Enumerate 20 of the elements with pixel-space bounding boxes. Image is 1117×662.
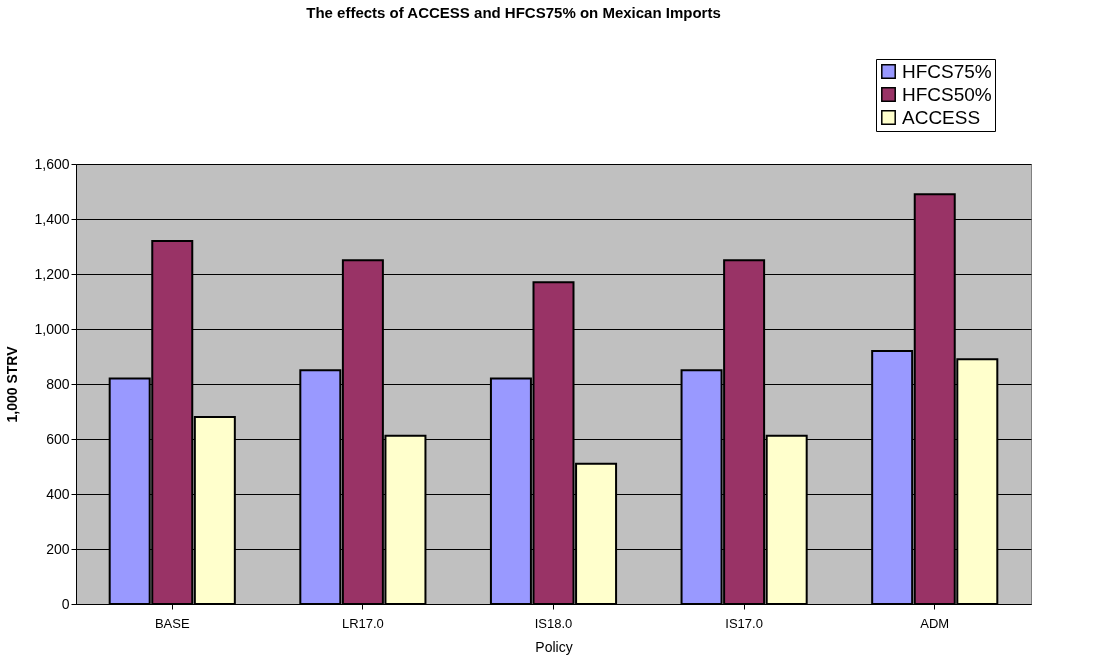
chart-title: The effects of ACCESS and HFCS75% on Mexican Imports <box>306 3 721 21</box>
x-tick-label: IS18.0 <box>534 615 573 631</box>
y-tick-label: 800 <box>46 375 70 392</box>
y-tick-label: 400 <box>46 485 70 502</box>
y-tick-label: 1,000 <box>34 320 70 337</box>
y-tick-label: 600 <box>46 430 70 447</box>
legend-label: HFCS50% <box>902 83 992 105</box>
y-tick-label: 0 <box>61 595 70 612</box>
legend-label: ACCESS <box>902 106 981 128</box>
y-tick-label: 200 <box>46 540 70 557</box>
y-tick-label: 1,400 <box>34 210 70 227</box>
x-tick-label: BASE <box>154 615 190 631</box>
y-tick-label: 1,200 <box>34 265 70 282</box>
y-axis-title: 1,000 STRV <box>4 345 21 423</box>
x-tick-label: IS17.0 <box>725 615 763 631</box>
legend-label: HFCS75% <box>902 60 992 82</box>
x-axis-title: Policy <box>535 638 573 655</box>
y-tick-label: 1,600 <box>34 155 70 172</box>
x-tick-label: ADM <box>920 615 950 631</box>
x-tick-label: LR17.0 <box>341 615 384 631</box>
